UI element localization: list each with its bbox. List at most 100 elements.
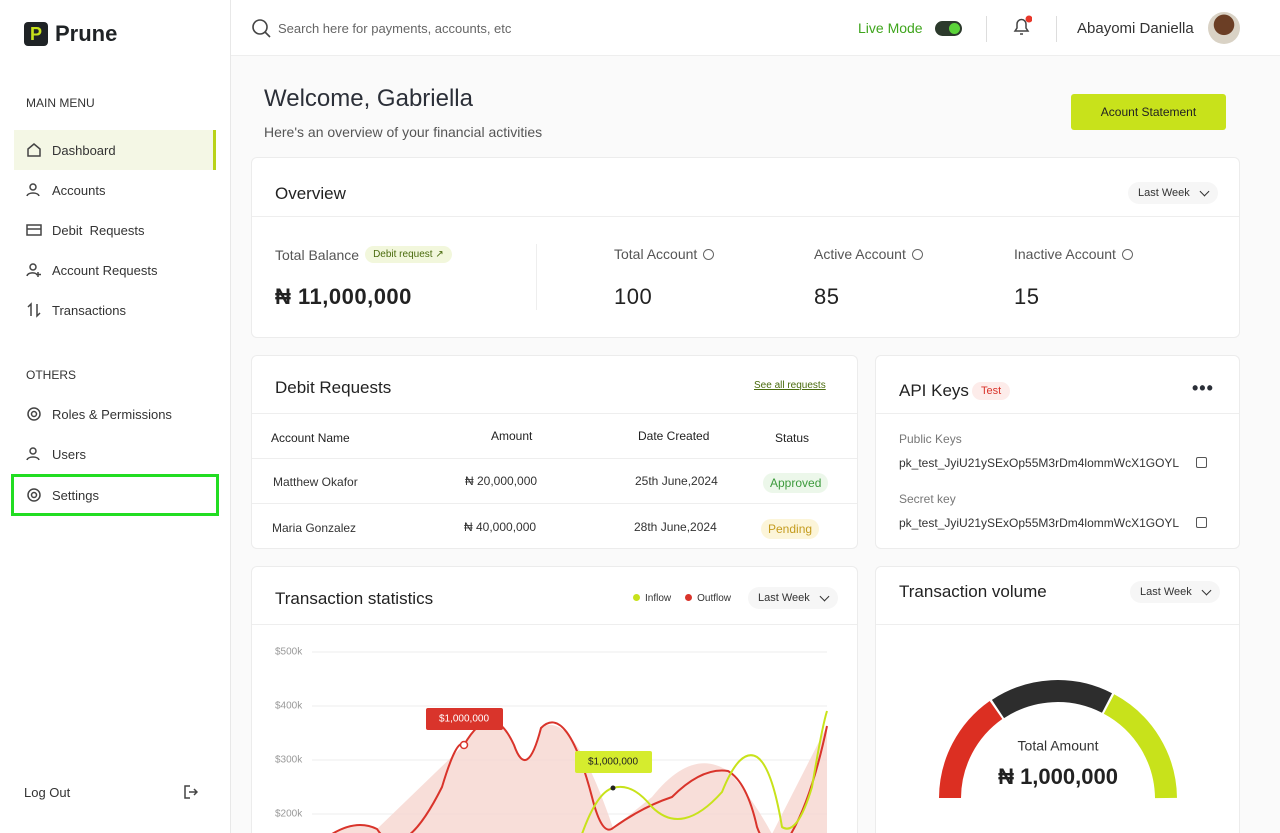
menu-item[interactable]: Account Requests [14, 250, 216, 290]
cell: Maria Gonzalez [272, 521, 357, 535]
stat-label: Active Account [814, 246, 906, 262]
notification-bell[interactable] [1012, 15, 1032, 37]
debit-requests-card: Debit Requests See all requests Account … [251, 355, 858, 549]
card-title: Debit Requests [275, 378, 392, 397]
live-toggle[interactable] [935, 21, 962, 36]
line-chart: $200k $300k $400k $500k $1,000,000 $1,000,0… [275, 647, 828, 833]
column-header: Amount [491, 429, 533, 443]
stat-label: Inactive Account [1014, 246, 1116, 262]
outflow-line [331, 720, 828, 833]
menu-label: Debit Requests [52, 222, 145, 238]
menu-item[interactable]: Users [14, 434, 216, 474]
field-label: Secret key [899, 492, 956, 506]
section-title: MAIN MENU [26, 96, 95, 110]
stat-value: 15 [1014, 284, 1040, 309]
menu-item[interactable]: Transactions [14, 290, 216, 330]
user-name: Abayomi Daniella [1077, 20, 1194, 37]
live-mode-label: Live Mode [858, 20, 923, 36]
card-title: API Keys [899, 381, 969, 400]
key-text: pk_test_JyiU21ySExOp55M3rDm4lommWcX1GOYL [899, 516, 1180, 530]
copy-button[interactable] [1196, 457, 1207, 468]
legend-label: Inflow [645, 593, 672, 604]
legend-item: Inflow [633, 593, 671, 604]
card-title: Transaction statistics [275, 589, 434, 608]
statement-button[interactable]: Acount Statement [1071, 94, 1226, 130]
menu-item[interactable]: Accounts [14, 170, 216, 210]
column-header: Status [775, 431, 810, 445]
copy-button[interactable] [1196, 517, 1207, 528]
welcome-title: Welcome, Gabriella [264, 85, 473, 112]
field-label: Public Keys [899, 432, 962, 446]
section-title: OTHERS [26, 368, 77, 382]
y-tick-label: $500k [275, 647, 303, 658]
transaction-statistics-card: Transaction statistics Inflow Outflow La… [251, 566, 858, 833]
more-menu[interactable]: ••• [1192, 378, 1214, 398]
stat: Total Balance Debit request ↗ [275, 246, 452, 263]
stat: Total Account [614, 246, 715, 262]
status-badge: Pending [761, 519, 820, 539]
menu-item[interactable]: Roles & Permissions [14, 394, 216, 434]
brand: Prune [55, 21, 118, 46]
stat-value: ₦ 11,000,000 [275, 284, 412, 309]
key-text: pk_test_JyiU21ySExOp55M3rDm4lommWcX1GOYL [899, 456, 1180, 470]
menu-label: Roles & Permissions [52, 406, 172, 422]
menu-label: Transactions [52, 302, 126, 318]
search-input[interactable]: Search here for payments, accounts, etc [278, 21, 512, 36]
see-all-link[interactable]: See all requests [754, 380, 826, 391]
cell: 25th June,2024 [635, 474, 718, 488]
cell: 28th June,2024 [634, 520, 717, 534]
badge[interactable]: Debit request ↗ [365, 246, 452, 263]
card-title: Overview [275, 184, 346, 203]
annotation: $1,000,000 [439, 714, 489, 725]
gauge: Total Amount ₦ 1,000,000 [939, 680, 1177, 799]
gauge-label: Total Amount [1018, 738, 1099, 754]
cell: ₦ 40,000,000 [464, 520, 537, 534]
cell: ₦ 20,000,000 [465, 474, 538, 488]
card-title: Transaction volume [899, 582, 1047, 601]
period-dropdown[interactable]: Last Week [1128, 182, 1218, 204]
badge-text: Debit request [373, 249, 433, 260]
menu-label: Account Requests [52, 262, 158, 278]
menu-label: Settings [52, 487, 99, 503]
annotation: $1,000,000 [588, 757, 638, 768]
stat-label: Total Balance [275, 246, 360, 263]
gauge-value: ₦ 1,000,000 [998, 764, 1118, 789]
annotation-box [575, 751, 652, 773]
sidebar: P Prune MAIN MENU Dashboard Accounts Deb… [0, 0, 231, 833]
y-tick-label: $200k [275, 809, 303, 820]
menu-item[interactable]: Settings [11, 474, 219, 516]
search-icon [252, 19, 271, 38]
badge: Test [972, 382, 1011, 400]
outflow-area [333, 721, 827, 833]
avatar[interactable] [1208, 12, 1240, 44]
menu-label: Dashboard [52, 142, 116, 158]
period-dropdown[interactable]: Last Week [1130, 581, 1220, 603]
stat-value: 100 [614, 284, 653, 309]
overview-card: Overview Last Week Total Balance Debit re… [251, 157, 1240, 338]
stat: Active Account [814, 246, 923, 262]
api-keys-card: API Keys Test ••• Public Keys pk_test_Jy… [875, 355, 1240, 549]
period-dropdown[interactable]: Last Week [748, 587, 838, 609]
transaction-volume-card: Transaction volume Last Week Total Amoun… [875, 566, 1240, 833]
legend-item: Outflow [685, 593, 731, 604]
status-badge: Approved [763, 473, 829, 493]
menu-item[interactable]: Debit Requests [14, 210, 216, 250]
y-tick-label: $300k [275, 755, 303, 766]
header: Search here for payments, accounts, etc … [231, 0, 1280, 56]
menu-label: Users [52, 446, 86, 462]
column-header: Date Created [638, 429, 710, 443]
legend: Inflow Outflow [633, 593, 731, 604]
stat: Inactive Account [1014, 246, 1133, 262]
menu-item[interactable]: Dashboard [14, 130, 216, 170]
annotation-box [426, 708, 503, 730]
stat-label: Total Account [614, 246, 698, 262]
inflow-line [581, 710, 828, 833]
legend-label: Outflow [697, 593, 732, 604]
logout[interactable]: Log Out [24, 785, 71, 800]
logout-icon[interactable] [182, 784, 198, 800]
logo: P [24, 22, 48, 46]
cell: Matthew Okafor [273, 475, 358, 489]
welcome-subtitle: Here's an overview of your financial act… [264, 124, 543, 140]
